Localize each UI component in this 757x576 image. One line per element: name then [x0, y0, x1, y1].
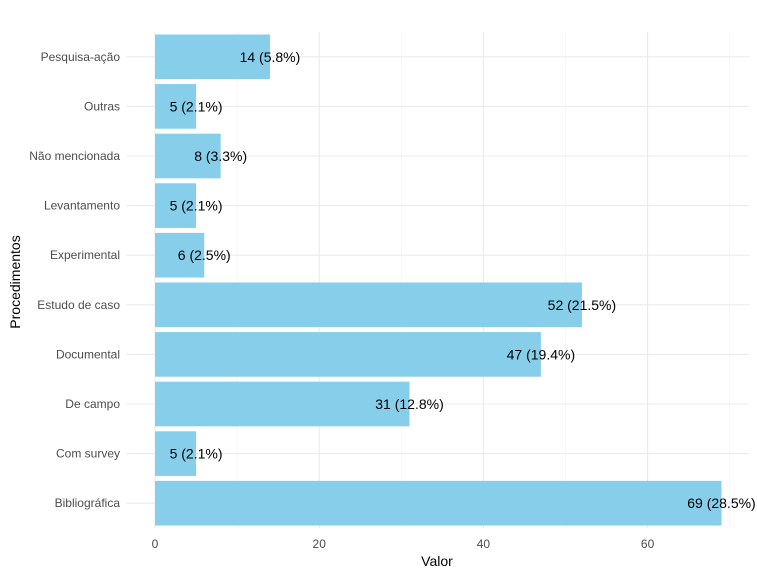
- y-axis-tick-labels: Pesquisa-ação Outras Não mencionada Levanta…: [29, 50, 120, 510]
- y-tick-label-outras: Outras: [84, 99, 120, 113]
- y-tick-label-experimental: Experimental: [50, 248, 120, 262]
- data-label-pesquisa-acao: 14 (5.8%): [240, 49, 301, 65]
- x-tick-label-40: 40: [477, 537, 491, 551]
- y-tick-label-levantamento: Levantamento: [44, 199, 120, 213]
- y-tick-label-de-campo: De campo: [65, 397, 120, 411]
- data-label-levantamento: 5 (2.1%): [170, 198, 223, 214]
- data-label-estudo-de-caso: 52 (21.5%): [548, 297, 616, 313]
- y-tick-label-estudo-de-caso: Estudo de caso: [37, 298, 120, 312]
- bar-documental: [155, 332, 541, 377]
- data-label-bibliografica: 69 (28.5%): [687, 495, 755, 511]
- y-tick-label-nao-mencionada: Não mencionada: [29, 149, 120, 163]
- data-label-experimental: 6 (2.5%): [178, 247, 231, 263]
- data-label-de-campo: 31 (12.8%): [375, 396, 443, 412]
- data-label-nao-mencionada: 8 (3.3%): [194, 148, 247, 164]
- x-axis-tick-labels: 0 20 40 60: [152, 537, 655, 551]
- data-label-documental: 47 (19.4%): [507, 346, 575, 362]
- data-label-com-survey: 5 (2.1%): [170, 446, 223, 462]
- y-tick-label-bibliografica: Bibliográfica: [55, 496, 121, 510]
- y-tick-label-pesquisa-acao: Pesquisa-ação: [41, 50, 121, 64]
- bars: [155, 34, 722, 526]
- y-tick-label-com-survey: Com survey: [56, 447, 120, 461]
- bar-outras: [155, 84, 197, 129]
- x-tick-label-0: 0: [152, 537, 159, 551]
- bar-de-campo: [155, 381, 410, 427]
- x-tick-label-60: 60: [641, 537, 655, 551]
- y-axis-title: Procedimentos: [7, 235, 23, 328]
- bar-nao-mencionada: [155, 133, 221, 179]
- bar-estudo-de-caso: [155, 282, 582, 328]
- bar-levantamento: [155, 183, 197, 228]
- bar-com-survey: [155, 431, 197, 476]
- x-axis-title: Valor: [421, 553, 453, 569]
- data-label-outras: 5 (2.1%): [170, 98, 223, 114]
- bar-experimental: [155, 232, 205, 278]
- bar-pesquisa-acao: [155, 34, 270, 80]
- x-tick-label-20: 20: [313, 537, 327, 551]
- bar-bibliografica: [155, 480, 722, 526]
- y-tick-label-documental: Documental: [56, 347, 120, 361]
- data-labels: 14 (5.8%) 5 (2.1%) 8 (3.3%) 5 (2.1%) 6 (2.5%…: [170, 49, 756, 511]
